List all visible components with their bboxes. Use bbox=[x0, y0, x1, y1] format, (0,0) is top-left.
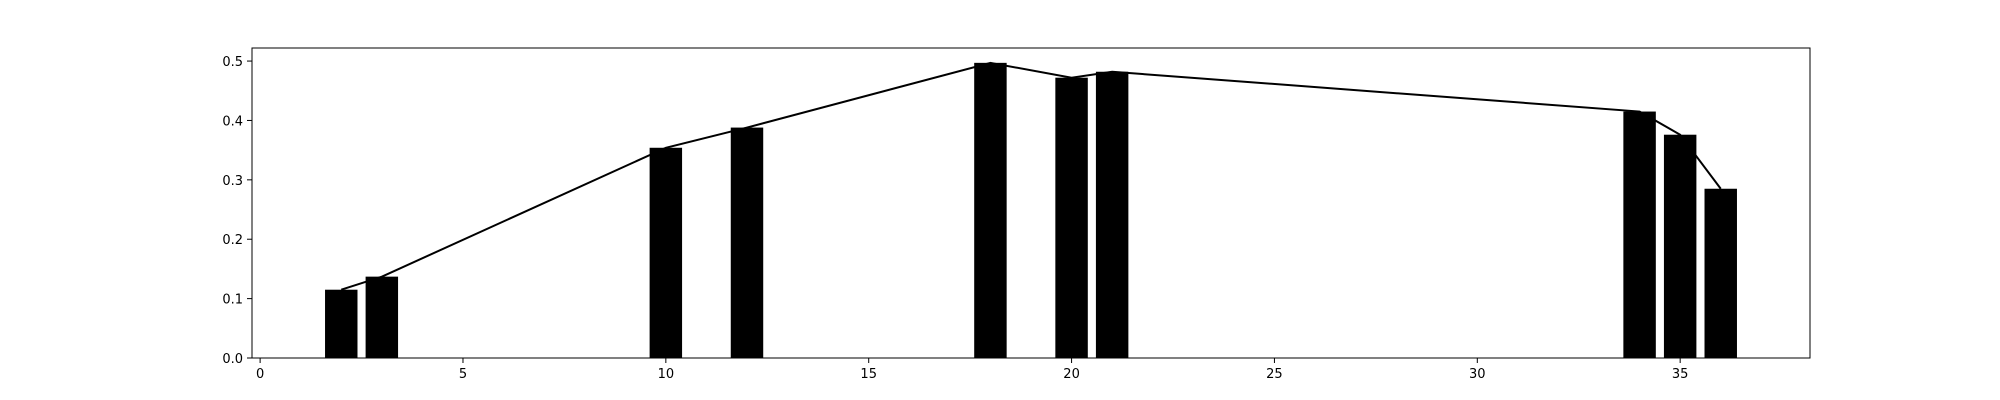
x-tick-label: 35 bbox=[1672, 367, 1689, 382]
y-axis: 0.0 0.1 0.2 0.3 0.4 0.5 bbox=[222, 55, 252, 367]
x-tick-label: 30 bbox=[1469, 367, 1486, 382]
bar bbox=[1623, 111, 1656, 358]
bar bbox=[649, 147, 683, 358]
y-tick-label: 0.1 bbox=[222, 293, 243, 308]
bar bbox=[365, 276, 399, 358]
line-series bbox=[340, 61, 1722, 291]
bar bbox=[1095, 71, 1129, 358]
x-axis: 0 5 10 15 20 25 30 35 bbox=[256, 358, 1688, 382]
x-tick-label: 5 bbox=[459, 367, 467, 382]
y-tick-label: 0.4 bbox=[222, 114, 243, 129]
y-tick-label: 0.0 bbox=[222, 352, 243, 367]
x-tick-label: 15 bbox=[860, 367, 877, 382]
x-tick-label: 0 bbox=[256, 367, 264, 382]
bar bbox=[974, 62, 1007, 359]
y-tick-label: 0.5 bbox=[222, 55, 243, 70]
y-tick-label: 0.3 bbox=[222, 174, 243, 189]
bar bbox=[730, 127, 764, 358]
bar bbox=[1055, 77, 1088, 359]
bar-series bbox=[325, 62, 1737, 359]
plot-frame bbox=[251, 47, 1811, 359]
x-tick-label: 20 bbox=[1063, 367, 1080, 382]
bar bbox=[325, 289, 358, 358]
x-tick-label: 25 bbox=[1266, 367, 1283, 382]
y-tick-label: 0.2 bbox=[222, 233, 243, 248]
bar bbox=[1704, 188, 1737, 358]
x-tick-label: 10 bbox=[658, 367, 675, 382]
bar bbox=[1663, 134, 1697, 358]
